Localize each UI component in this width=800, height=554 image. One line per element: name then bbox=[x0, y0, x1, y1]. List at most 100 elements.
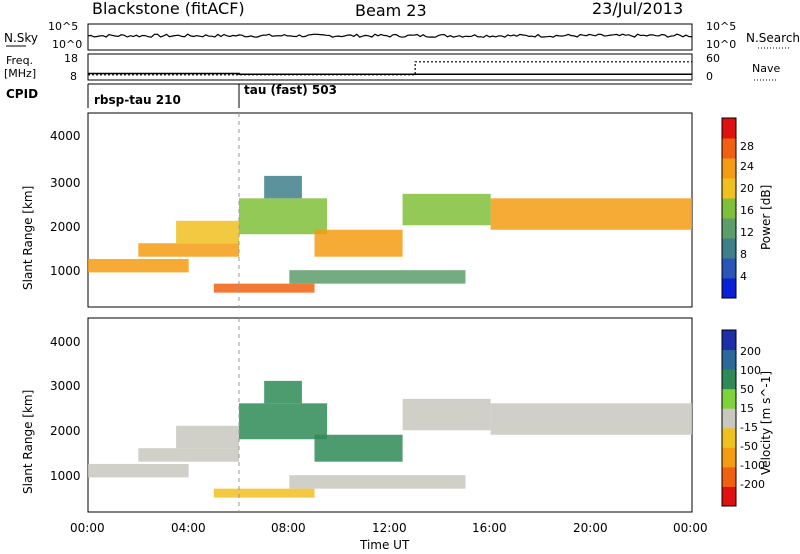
power-colorbar-cell bbox=[722, 218, 736, 239]
power-ytick-1000: 1000 bbox=[50, 264, 81, 278]
vel-cbtick-200: 200 bbox=[740, 345, 761, 358]
noise-panel: N.Sky 10^5 10^0 N.Search 10^5 10^0 bbox=[4, 20, 800, 51]
velocity-colorbar-cell bbox=[722, 427, 736, 448]
echo-band bbox=[314, 434, 403, 462]
echo-band bbox=[490, 403, 692, 435]
xtick-1: 04:00 bbox=[171, 521, 206, 535]
power-ylabel: Slant Range [km] bbox=[21, 186, 35, 290]
cpid-mode-2: tau (fast) 503 bbox=[244, 83, 337, 97]
echo-band bbox=[213, 283, 315, 293]
nave-label: Nave bbox=[752, 62, 780, 75]
echo-band bbox=[264, 380, 302, 404]
velocity-colorbar-cell bbox=[722, 447, 736, 468]
power-cbtick-20: 20 bbox=[740, 182, 754, 195]
power-colorbar: 28 24 20 16 12 8 4 Power [dB] bbox=[721, 117, 773, 299]
echo-band bbox=[314, 229, 403, 257]
echo-band bbox=[88, 463, 189, 478]
velocity-ytick-4000: 4000 bbox=[50, 335, 81, 349]
xtick-0: 00:00 bbox=[70, 521, 105, 535]
noise-left-tick-bottom: 10^0 bbox=[52, 38, 82, 51]
power-colorbar-cell bbox=[722, 258, 736, 279]
velocity-colorbar-cell bbox=[722, 349, 736, 370]
nave-tick-top: 60 bbox=[706, 52, 720, 65]
velocity-colorbar-frame bbox=[721, 329, 737, 507]
power-cbtick-12: 12 bbox=[740, 226, 754, 239]
echo-band bbox=[239, 403, 328, 440]
power-cbtick-24: 24 bbox=[740, 160, 754, 173]
power-cbtick-16: 16 bbox=[740, 204, 754, 217]
xtick-4: 16:00 bbox=[472, 521, 507, 535]
power-colorbar-cell bbox=[722, 118, 736, 139]
velocity-colorbar: 200 100 50 15 -15 -50 -100 -200 Velocity… bbox=[721, 329, 773, 507]
vel-cbtick-m100: -100 bbox=[740, 459, 765, 472]
echo-band bbox=[289, 270, 466, 284]
echo-band bbox=[88, 258, 189, 273]
nave-tick-bottom: 0 bbox=[706, 70, 713, 83]
echo-band bbox=[138, 243, 239, 257]
velocity-ytick-2000: 2000 bbox=[50, 424, 81, 438]
freq-panel-frame bbox=[87, 53, 693, 81]
velocity-colorbar-cell bbox=[722, 369, 736, 390]
velocity-colorbar-cell bbox=[722, 466, 736, 487]
echo-band bbox=[176, 220, 239, 244]
freq-tick-top: 18 bbox=[64, 52, 78, 65]
velocity-colorbar-cell bbox=[722, 388, 736, 409]
noise-right-tick-top: 10^5 bbox=[706, 20, 736, 33]
freq-panel: Freq. [MHz] 18 8 Nave 60 0 bbox=[4, 52, 780, 83]
x-axis: 00:00 04:00 08:00 12:00 16:00 20:00 00:0… bbox=[70, 521, 708, 552]
nave-line bbox=[88, 61, 692, 76]
power-cbtick-28: 28 bbox=[740, 140, 754, 153]
power-colorbar-label: Power [dB] bbox=[759, 185, 773, 250]
echo-band bbox=[402, 193, 491, 226]
power-cbtick-4: 4 bbox=[740, 270, 747, 283]
power-ytick-2000: 2000 bbox=[50, 220, 81, 234]
vel-cbtick-100: 100 bbox=[740, 364, 761, 377]
velocity-ylabel: Slant Range [km] bbox=[21, 390, 35, 494]
xtick-6: 00:00 bbox=[673, 521, 708, 535]
velocity-ytick-3000: 3000 bbox=[50, 379, 81, 393]
power-colorbar-cell bbox=[722, 238, 736, 259]
cpid-panel: CPID rbsp-tau 210 tau (fast) 503 bbox=[6, 83, 692, 108]
velocity-colorbar-label: Velocity [m s^-1] bbox=[759, 371, 773, 475]
vel-cbtick-m200: -200 bbox=[740, 478, 765, 491]
power-panel: Slant Range [km] 4000 3000 2000 1000 28 … bbox=[21, 112, 773, 308]
power-colorbar-cell bbox=[722, 198, 736, 219]
echo-band bbox=[176, 425, 239, 449]
power-colorbar-frame bbox=[721, 117, 737, 299]
noise-right-tick-bottom: 10^0 bbox=[706, 38, 736, 51]
noise-left-tick-top: 10^5 bbox=[48, 20, 78, 33]
power-colorbar-cell bbox=[722, 158, 736, 179]
power-colorbar-cell bbox=[722, 138, 736, 159]
velocity-colorbar-cell bbox=[722, 330, 736, 351]
vel-cbtick-15: 15 bbox=[740, 402, 754, 415]
vel-cbtick-m15: -15 bbox=[740, 421, 758, 434]
site-title: Blackstone (fitACF) bbox=[92, 0, 245, 18]
velocity-panel: Slant Range [km] 4000 3000 2000 1000 200… bbox=[21, 317, 773, 513]
freq-label-1: Freq. bbox=[6, 54, 33, 67]
xtick-3: 12:00 bbox=[372, 521, 407, 535]
echo-band bbox=[264, 175, 302, 199]
date-label: 23/Jul/2013 bbox=[592, 0, 683, 18]
cpid-label: CPID bbox=[6, 87, 38, 101]
echo-band bbox=[138, 448, 239, 462]
xtick-5: 20:00 bbox=[573, 521, 608, 535]
noise-sky-line bbox=[87, 33, 693, 38]
echo-band bbox=[402, 398, 491, 431]
cpid-mode-1: rbsp-tau 210 bbox=[94, 93, 181, 107]
xtick-2: 08:00 bbox=[271, 521, 306, 535]
vel-cbtick-m50: -50 bbox=[740, 440, 758, 453]
x-axis-label: Time UT bbox=[359, 538, 410, 552]
power-colorbar-cell bbox=[722, 278, 736, 299]
noise-right-label: N.Search bbox=[746, 31, 800, 45]
freq-line bbox=[88, 72, 692, 76]
velocity-colorbar-cell bbox=[722, 486, 736, 507]
echo-band bbox=[213, 488, 315, 498]
power-cbtick-8: 8 bbox=[740, 248, 747, 261]
velocity-ytick-1000: 1000 bbox=[50, 469, 81, 483]
freq-tick-bottom: 8 bbox=[70, 70, 77, 83]
echo-band bbox=[239, 198, 328, 235]
vel-cbtick-50: 50 bbox=[740, 383, 754, 396]
beam-label: Beam 23 bbox=[355, 1, 427, 20]
power-ytick-3000: 3000 bbox=[50, 176, 81, 190]
